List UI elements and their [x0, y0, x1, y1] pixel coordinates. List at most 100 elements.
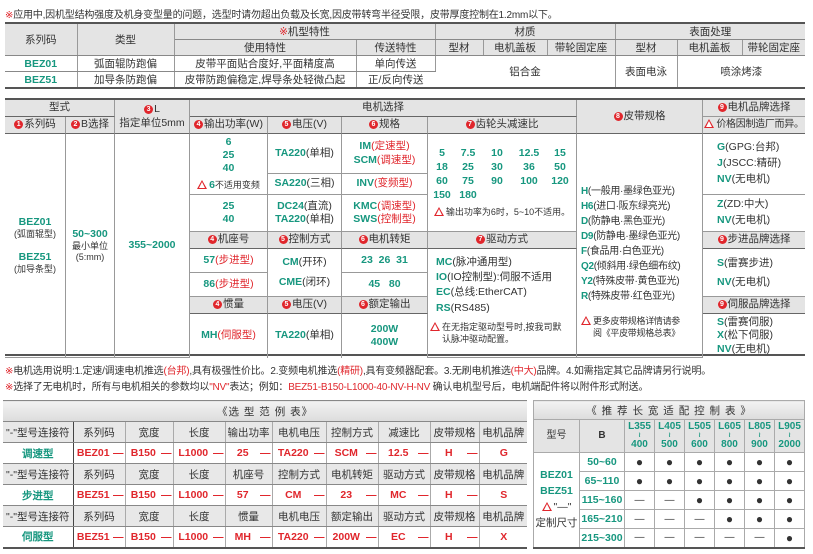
usage: 皮带防跑偏稳定,焊导条处轻微凸起: [174, 71, 357, 89]
torque-b: 45 80: [342, 273, 428, 297]
example-code: H: [444, 447, 453, 459]
ratio-grid: 5 7.5 10 12.5 15 18 25 30 36 50 60 75 90 100 120 150 180: [431, 147, 573, 203]
number-badge: 1: [14, 120, 24, 130]
feature-label: 机型特性: [287, 26, 330, 38]
number-badge: 6: [369, 120, 378, 130]
l-range-start: L605: [718, 420, 741, 432]
fit-dot: ●: [654, 452, 685, 472]
note-segment: ,具有变频器配套。3.无刷电机推选: [362, 366, 511, 377]
warning-icon: [581, 316, 591, 325]
number-badge: 7: [476, 235, 485, 245]
example-value-wrap: BEZ01—: [76, 447, 124, 459]
example-header: 长度: [173, 421, 226, 443]
example-code: BEZ01: [76, 447, 110, 459]
example-value-wrap: MH —: [228, 531, 271, 543]
dash-separator: —: [113, 447, 124, 459]
number-badge: 5: [282, 300, 291, 310]
number-badge: 4: [194, 120, 204, 130]
ratio-value: 30: [491, 160, 503, 173]
fit-dash: —: [654, 528, 685, 548]
example-value: L1000 —: [173, 526, 226, 548]
example-code: L1000: [178, 489, 209, 501]
spec-b: INV(变频型): [342, 174, 428, 195]
h-series: 1 系列码: [5, 117, 66, 134]
ratio-value: 12.5: [518, 146, 540, 159]
rated-values: 200W 400W: [342, 314, 428, 358]
dash-separator: —: [314, 530, 325, 543]
ratio-value: 36: [523, 160, 535, 173]
example-code: 200W: [332, 530, 360, 543]
example-code: L1000: [178, 530, 209, 543]
fit-dot: ●: [624, 471, 655, 491]
example-code: 25: [236, 447, 249, 459]
example-value: H —: [430, 442, 480, 464]
example-value: X: [479, 526, 528, 548]
example-header: 驱动方式: [378, 505, 431, 527]
fit-dot: ●: [624, 452, 655, 472]
example-value-wrap: SCM —: [329, 447, 377, 459]
ratio-value: 15: [554, 146, 566, 159]
note-segment: 选择了无电机时，所有与电机相关的参数均以: [13, 382, 210, 393]
h-torque: 6 电机转矩: [342, 232, 428, 249]
power-a: 6 25 40 6不适用变频: [190, 134, 268, 195]
example-header: 皮带规格: [430, 463, 480, 485]
fit-dot: ●: [744, 490, 775, 510]
example-code: SCM: [334, 447, 358, 459]
transfer: 单向传送: [356, 55, 436, 72]
number-badge: 6: [358, 300, 368, 310]
l-range-header: L405 ≀ 500: [654, 419, 685, 453]
dash-separator: —: [467, 489, 478, 501]
number-badge: 9: [717, 103, 727, 113]
example-value: TA220 —: [272, 526, 327, 548]
h-profile-surface: 型材: [615, 39, 678, 56]
example-value: B150 —: [125, 484, 174, 506]
step-brands: S(雷赛步进) NV(无电机): [703, 249, 805, 297]
example-header: 系列码: [73, 421, 126, 443]
example-code: 57: [236, 489, 249, 501]
dash-separator: —: [314, 447, 325, 459]
dash-separator: —: [467, 447, 478, 459]
example-code: 23: [340, 489, 353, 501]
example-value-wrap: BEZ51—: [76, 489, 124, 501]
feature-mark: ※: [279, 26, 288, 38]
dash-separator: —: [260, 489, 271, 501]
example-value: BEZ51—: [73, 526, 126, 548]
example-value-wrap: X: [482, 531, 527, 543]
dash-separator: —: [161, 447, 172, 459]
b-values: 50~300 最小单位 (5:mm): [66, 134, 115, 358]
fit-table: 《 推 荐 长 宽 适 配 控 制 表 》 型号 B L355 ≀ 400 L405 ≀…: [532, 400, 806, 549]
dash-separator: —: [213, 447, 224, 459]
ratio-value: 90: [491, 174, 503, 187]
number-badge: 6: [358, 235, 368, 245]
fit-dot: ●: [773, 528, 806, 548]
h-model: 型式: [5, 100, 115, 117]
fit-dot: ●: [773, 471, 806, 491]
dash-separator: —: [161, 530, 172, 543]
ratio-value: 5: [439, 146, 445, 159]
fit-dash: —: [684, 509, 715, 529]
l-range-header: L505 ≀ 600: [684, 419, 715, 453]
example-value: SCM —: [326, 442, 379, 464]
example-value-wrap: BEZ51—: [76, 531, 124, 543]
example-code: CM: [285, 489, 302, 501]
example-value-wrap: L1000 —: [176, 530, 223, 543]
h-pulley: 带轮固定座: [547, 39, 616, 56]
volt-servo: TA220(单相): [268, 314, 342, 358]
fit-dot: ●: [714, 509, 745, 529]
example-value-wrap: 25 —: [228, 447, 271, 459]
example-value: TA220 —: [272, 442, 327, 464]
l-range-start: L505: [688, 420, 711, 432]
example-code: S: [500, 489, 508, 501]
example-code: L1000: [178, 447, 209, 459]
h-model: 型号: [533, 419, 580, 453]
example-value-wrap: B150 —: [128, 489, 172, 501]
l-range-end: 2000: [778, 438, 801, 450]
brand-note: 价格因制造厂而异。: [703, 117, 805, 134]
dash-separator: —: [366, 489, 377, 501]
example-header: 惯量: [225, 505, 273, 527]
b-range: 115~160: [579, 490, 625, 510]
example-value: CM —: [272, 484, 327, 506]
h-power: 4 输出功率(W): [190, 117, 268, 134]
example-value: 25 —: [225, 442, 273, 464]
torque-a: 23 26 31: [342, 249, 428, 273]
